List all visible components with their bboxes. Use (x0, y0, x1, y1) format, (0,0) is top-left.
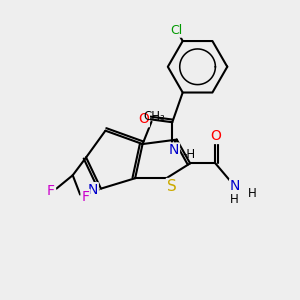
Text: O: O (210, 129, 221, 143)
Text: F: F (47, 184, 55, 198)
Text: H: H (248, 187, 256, 200)
Text: CH₃: CH₃ (143, 110, 165, 123)
Text: S: S (167, 179, 177, 194)
Text: N: N (87, 183, 98, 197)
Text: H: H (230, 193, 239, 206)
Text: F: F (82, 190, 89, 204)
Text: O: O (138, 112, 149, 126)
Text: N: N (230, 179, 241, 193)
Text: N: N (169, 143, 179, 158)
Text: Cl: Cl (170, 24, 183, 37)
Text: -H: -H (182, 148, 195, 160)
